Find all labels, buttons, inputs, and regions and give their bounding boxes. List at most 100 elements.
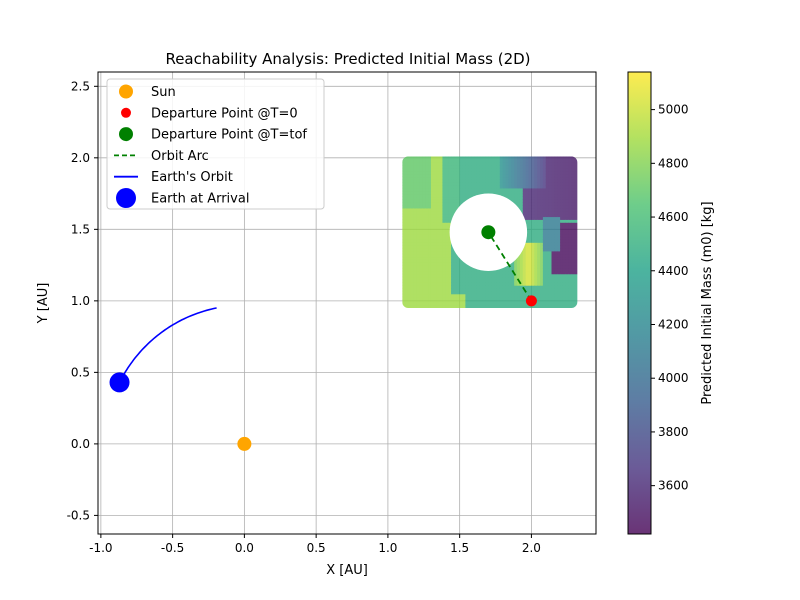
heatmap-cell	[459, 187, 464, 192]
heatmap-cell	[465, 170, 469, 175]
heatmap-cell	[571, 293, 576, 298]
heatmap-cell	[453, 170, 458, 175]
heatmap-cell	[419, 296, 423, 301]
heatmap-cell	[519, 184, 524, 189]
heatmap-cell	[511, 176, 515, 180]
heatmap-cell	[545, 230, 550, 235]
heatmap-cell	[542, 207, 547, 212]
heatmap-cell	[525, 222, 530, 226]
heatmap-cell	[537, 182, 541, 186]
heatmap-cell	[525, 253, 530, 258]
legend-label: Departure Point @T=0	[151, 106, 298, 121]
heatmap-cell	[545, 236, 550, 240]
heatmap-cell	[419, 250, 423, 255]
heatmap-cell	[482, 184, 487, 189]
heatmap-cell	[459, 290, 464, 295]
heatmap-cell	[554, 184, 558, 189]
heatmap-cell	[522, 196, 527, 200]
heatmap-cell	[405, 199, 409, 203]
heatmap-cell	[456, 167, 461, 172]
heatmap-cell	[425, 219, 429, 223]
heatmap-cell	[528, 205, 533, 209]
heatmap-cell	[505, 270, 510, 275]
heatmap-cell	[502, 176, 507, 180]
heatmap-cell	[562, 156, 567, 160]
heatmap-cell	[571, 227, 576, 232]
heatmap-cell	[568, 230, 573, 235]
heatmap-cell	[410, 285, 415, 289]
heatmap-cell	[433, 259, 438, 263]
heatmap-cell	[425, 216, 429, 220]
heatmap-cell	[499, 282, 504, 286]
heatmap-cell	[551, 259, 555, 263]
y-tick-label: 1.0	[71, 294, 90, 308]
heatmap-cell	[514, 279, 518, 283]
heatmap-cell	[405, 299, 409, 303]
heatmap-cell	[445, 285, 449, 289]
heatmap-cell	[436, 287, 441, 292]
orbit-arc-line	[487, 231, 533, 302]
heatmap-cell	[410, 276, 415, 280]
heatmap-cell	[505, 182, 510, 186]
heatmap-cell	[419, 305, 423, 309]
heatmap-cell	[485, 285, 489, 289]
heatmap-cell	[407, 190, 412, 195]
heatmap-cell	[519, 193, 524, 198]
heatmap-cell	[445, 250, 449, 255]
heatmap-cell	[496, 305, 501, 309]
heatmap-cell	[425, 273, 429, 278]
heatmap-cell	[491, 302, 495, 306]
heatmap-cell	[448, 216, 452, 220]
heatmap-cell	[413, 230, 418, 235]
heatmap-cell	[419, 279, 423, 283]
heatmap-cell	[540, 299, 544, 303]
heatmap-cell	[574, 216, 578, 220]
heatmap-cell	[542, 156, 547, 160]
heatmap-cell	[511, 279, 515, 283]
heatmap-cell	[517, 159, 521, 163]
heatmap-cell	[496, 167, 501, 172]
heatmap-cell	[494, 290, 498, 295]
heatmap-cell	[511, 187, 515, 192]
heatmap-cell	[430, 296, 435, 301]
heatmap-cell	[545, 233, 550, 238]
heatmap-cell	[471, 270, 475, 275]
heatmap-cell	[425, 173, 429, 178]
heatmap-cell	[468, 293, 472, 298]
heatmap-cell	[405, 162, 409, 166]
heatmap-cell	[571, 225, 576, 229]
heatmap-cell	[545, 270, 550, 275]
heatmap-cell	[560, 279, 564, 283]
heatmap-cell	[557, 184, 561, 189]
heatmap-cell	[505, 184, 510, 189]
heatmap-cell	[425, 270, 429, 275]
heatmap-cell	[560, 287, 564, 292]
heatmap-cell	[494, 302, 498, 306]
heatmap-cell	[514, 187, 518, 192]
heatmap-cell	[565, 267, 570, 272]
heatmap-cell	[491, 305, 495, 309]
heatmap-cell	[565, 176, 570, 180]
heatmap-cell	[459, 299, 464, 303]
heatmap-cell	[525, 167, 530, 172]
heatmap-cell	[554, 245, 558, 249]
y-tick-label: 1.5	[71, 222, 90, 236]
heatmap-cell	[474, 273, 478, 278]
heatmap-cell	[574, 176, 578, 180]
heatmap-cell	[560, 282, 564, 286]
heatmap-cell	[410, 162, 415, 166]
heatmap-cell	[574, 287, 578, 292]
heatmap-cell	[557, 170, 561, 175]
heatmap-cell	[542, 205, 547, 209]
heatmap-cell	[560, 156, 564, 160]
heatmap-cell	[419, 202, 423, 206]
heatmap-cell	[410, 282, 415, 286]
heatmap-cell	[410, 253, 415, 258]
heatmap-cell	[542, 287, 547, 292]
heatmap-cell	[562, 179, 567, 183]
heatmap-cell	[474, 279, 478, 283]
heatmap-cell	[436, 162, 441, 166]
heatmap-cell	[425, 207, 429, 212]
heatmap-cell	[560, 270, 564, 275]
heatmap-cell	[540, 162, 544, 166]
